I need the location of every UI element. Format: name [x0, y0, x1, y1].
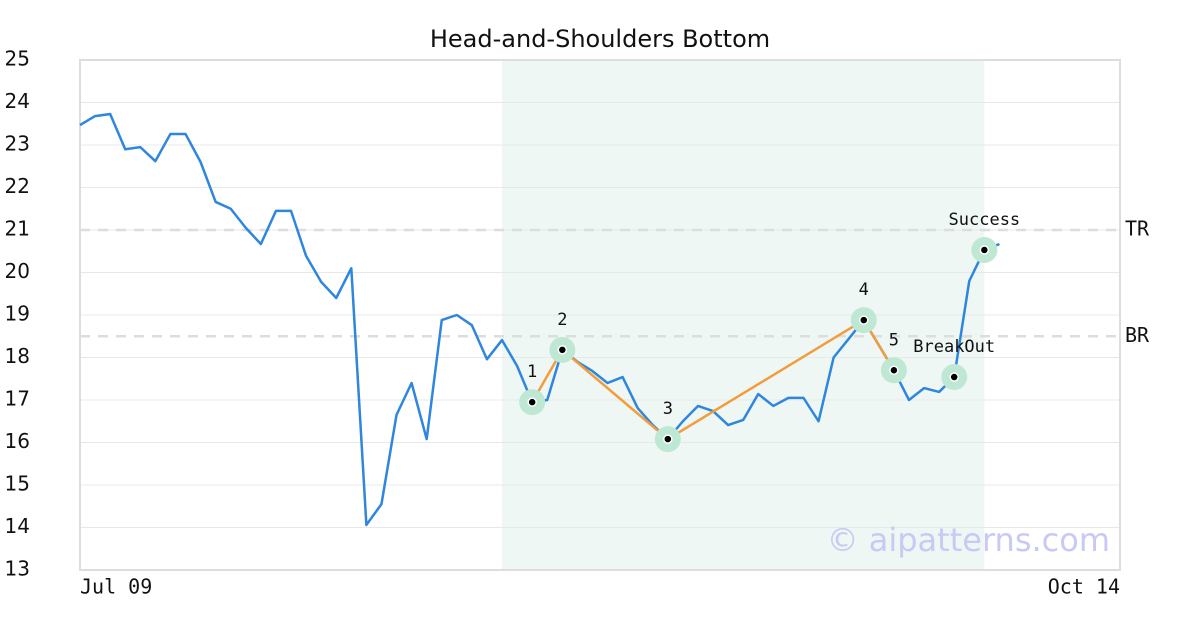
- point-label: 5: [889, 330, 899, 350]
- y-tick-label: 13: [5, 557, 30, 581]
- y-tick-label: 19: [5, 302, 30, 326]
- point-dot: [663, 434, 673, 444]
- y-tick-label: 21: [5, 217, 30, 241]
- y-tick-label: 18: [5, 344, 30, 368]
- y-tick-label: 22: [5, 174, 30, 198]
- y-tick-label: 15: [5, 472, 30, 496]
- plot-frame: [79, 59, 1121, 571]
- watermark: © aipatterns.com: [827, 521, 1110, 559]
- point-label: BreakOut: [913, 337, 995, 357]
- point-label: 1: [527, 362, 537, 382]
- point-dot: [979, 245, 990, 255]
- point-label: Success: [949, 210, 1021, 230]
- x-tick-label: Jul 09: [80, 575, 152, 599]
- y-tick-label: 17: [5, 387, 30, 411]
- point-dot: [557, 345, 568, 355]
- point-dot: [859, 315, 869, 325]
- point-label: 4: [859, 280, 869, 300]
- y-tick-label: 23: [5, 132, 30, 156]
- level-label: TR: [1125, 217, 1150, 241]
- chart-title: Head-and-Shoulders Bottom: [430, 25, 770, 53]
- point-dot: [949, 372, 959, 382]
- x-tick-label: Oct 14: [1048, 575, 1120, 599]
- y-tick-label: 20: [5, 259, 30, 283]
- point-dot: [527, 397, 537, 407]
- y-tick-label: 25: [5, 47, 30, 71]
- y-tick-label: 16: [5, 429, 30, 453]
- level-label: BR: [1125, 323, 1150, 347]
- y-tick-label: 24: [5, 89, 30, 113]
- point-label: 3: [663, 399, 673, 419]
- point-dot: [889, 365, 899, 375]
- point-label: 2: [557, 310, 567, 330]
- y-tick-label: 14: [5, 514, 30, 538]
